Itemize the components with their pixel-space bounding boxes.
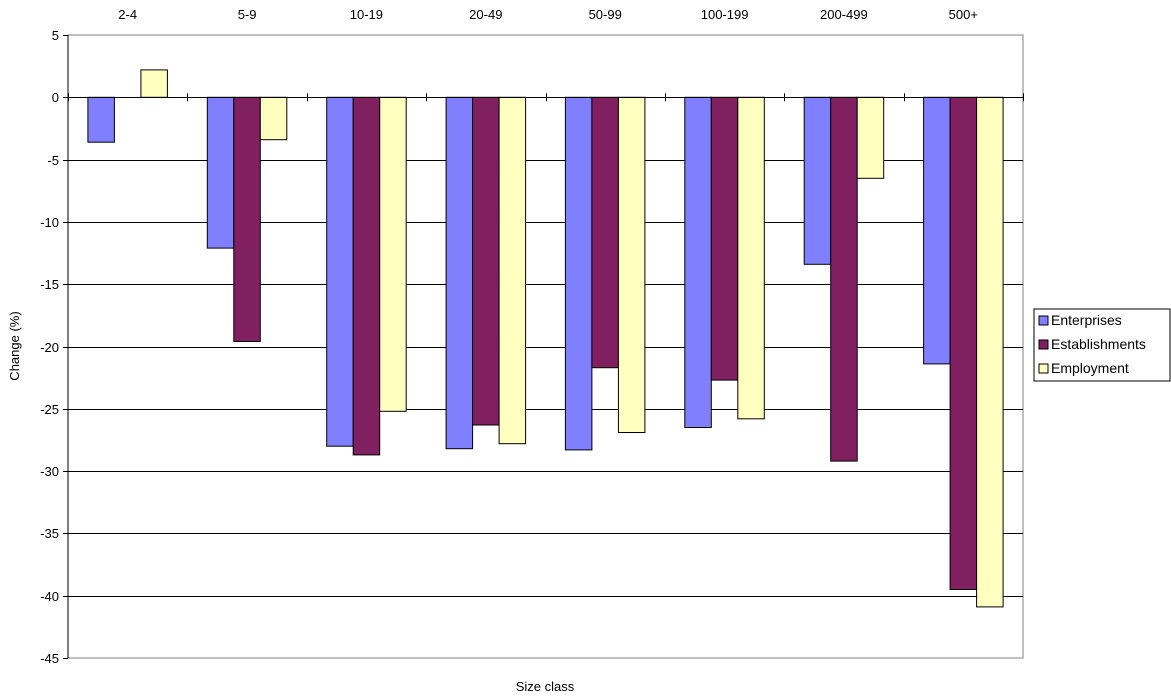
x-tick-label: 100-199: [701, 7, 749, 22]
bar-establishments: [352, 96, 381, 456]
bar-enterprises: [684, 96, 712, 429]
bar-enterprises: [326, 96, 354, 447]
bar-employment: [379, 96, 407, 412]
legend-label-employment: Employment: [1051, 360, 1129, 376]
bar-enterprises: [803, 96, 832, 265]
x-tick-label: 500+: [949, 7, 978, 22]
bar-employment: [976, 96, 1004, 608]
legend-swatch-enterprises: [1038, 315, 1049, 326]
y-tick-label: -20: [40, 340, 59, 355]
bar-employment: [140, 69, 168, 98]
y-tick-label: -35: [40, 526, 59, 541]
x-tick-label: 2-4: [118, 7, 137, 22]
bar-enterprises: [87, 96, 115, 143]
x-tick-label: 50-99: [589, 7, 622, 22]
x-tick-label: 5-9: [238, 7, 257, 22]
bar-enterprises: [923, 96, 951, 365]
y-tick-label: -45: [40, 651, 59, 666]
x-axis-title: Size class: [516, 679, 575, 694]
bar-establishments: [472, 96, 500, 426]
bar-establishments: [830, 96, 858, 462]
y-tick-label: -5: [47, 153, 59, 168]
legend: Enterprises Establishments Employment: [1033, 308, 1171, 382]
x-tick-label: 20-49: [469, 7, 502, 22]
x-tick-label: 10-19: [350, 7, 383, 22]
y-axis-title: Change (%): [7, 311, 22, 380]
y-tick-label: 5: [52, 28, 59, 43]
x-axis-ticks: 2-4 5-9 10-19 20-49 50-99 100-199 200-499 500+: [68, 7, 1024, 102]
bars: [87, 69, 1004, 608]
bar-establishments: [949, 96, 978, 591]
legend-label-enterprises: Enterprises: [1051, 312, 1122, 328]
bar-employment: [617, 96, 646, 434]
y-tick-label: -40: [40, 589, 59, 604]
legend-box: [1033, 308, 1171, 382]
y-tick-label: -25: [40, 402, 59, 417]
legend-swatch-establishments: [1038, 339, 1049, 350]
y-tick-label: -10: [40, 215, 59, 230]
bar-employment: [259, 96, 288, 141]
bar-employment: [498, 96, 527, 445]
bar-enterprises: [206, 96, 235, 249]
bar-establishments: [591, 96, 619, 369]
y-tick-label: 0: [52, 90, 59, 105]
y-tick-label: -15: [40, 277, 59, 292]
axes: [67, 35, 1023, 658]
bar-employment: [737, 96, 765, 420]
x-tick-label: 200-499: [820, 7, 868, 22]
legend-label-establishments: Establishments: [1051, 336, 1146, 352]
bar-employment: [856, 96, 885, 179]
bar-establishments: [710, 96, 739, 381]
bar-enterprises: [445, 96, 474, 450]
bar-establishments: [233, 96, 261, 342]
y-axis-ticks: 5 0 -5 -10 -15 -20 -25 -30 -35 -40 -45: [40, 28, 68, 666]
legend-swatch-employment: [1038, 363, 1049, 374]
y-tick-label: -30: [40, 464, 59, 479]
bar-enterprises: [564, 96, 593, 451]
